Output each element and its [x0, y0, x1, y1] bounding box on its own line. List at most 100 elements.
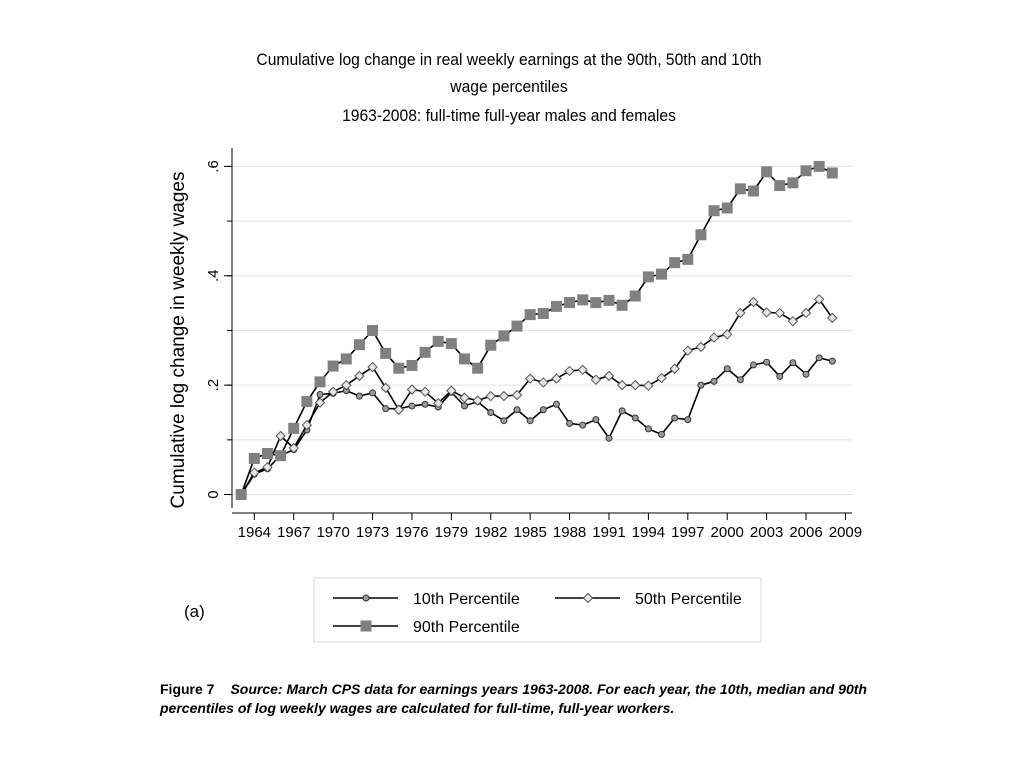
- data-point-square: [669, 257, 681, 269]
- data-point-circle: [566, 419, 574, 427]
- data-point-circle: [605, 434, 613, 442]
- data-point-square: [761, 166, 773, 178]
- x-tick-label: 1967: [277, 524, 310, 541]
- caption-source-text: Source: March CPS data for earnings year…: [160, 681, 867, 716]
- data-point-diamond: [656, 372, 667, 384]
- data-point-circle: [369, 389, 377, 397]
- data-point-square: [603, 294, 615, 306]
- data-point-circle: [736, 376, 744, 384]
- data-point-circle: [671, 414, 679, 422]
- data-point-diamond: [722, 329, 733, 340]
- series-line-square: [240, 165, 833, 495]
- data-point-diamond: [603, 370, 615, 382]
- data-point-square: [774, 180, 786, 192]
- data-point-diamond: [590, 374, 602, 385]
- data-point-square: [485, 339, 497, 351]
- data-point-diamond: [669, 363, 680, 374]
- legend-label: 90th Percentile: [413, 619, 520, 636]
- data-point-square: [445, 338, 457, 350]
- data-point-diamond: [419, 386, 431, 397]
- x-tick-label: 1988: [553, 524, 586, 541]
- data-point-square: [708, 205, 720, 217]
- x-tick-label: 1991: [592, 524, 625, 541]
- data-point-diamond: [616, 379, 628, 391]
- data-point-diamond: [301, 419, 313, 431]
- data-point-square: [498, 330, 510, 342]
- data-point-circle: [461, 402, 468, 410]
- data-point-circle: [487, 409, 495, 416]
- data-point-square: [826, 167, 838, 179]
- data-point-circle: [723, 365, 731, 373]
- legend-label: 50th Percentile: [635, 591, 742, 608]
- x-tick-label: 1985: [513, 524, 546, 541]
- legend-label: 10th Percentile: [413, 591, 520, 608]
- x-tick-label: 1964: [238, 524, 271, 541]
- data-point-diamond: [498, 390, 510, 402]
- x-tick-label: 2003: [750, 524, 783, 541]
- data-point-square: [642, 271, 654, 283]
- data-point-square: [813, 160, 825, 172]
- data-point-diamond: [341, 379, 352, 391]
- data-point-circle: [644, 425, 652, 433]
- x-tick-label: 1979: [435, 524, 468, 541]
- data-point-square: [629, 290, 641, 302]
- y-tick-label: .4: [205, 270, 222, 283]
- data-point-diamond: [262, 461, 273, 473]
- data-point-circle: [382, 405, 390, 413]
- data-point-circle: [776, 372, 784, 380]
- data-point-circle: [500, 417, 508, 425]
- data-point-diamond: [275, 430, 286, 442]
- figure-label: Figure 7: [160, 681, 215, 697]
- data-point-circle: [763, 358, 771, 366]
- data-point-square: [301, 396, 313, 408]
- data-point-square: [288, 422, 300, 434]
- data-point-circle: [408, 402, 416, 410]
- data-point-square: [511, 320, 523, 332]
- data-point-square: [459, 353, 470, 365]
- data-point-square: [524, 309, 536, 321]
- x-tick-label: 1997: [671, 524, 704, 541]
- legend-marker: [362, 594, 370, 602]
- data-point-square: [340, 353, 352, 365]
- x-tick-label: 1994: [632, 524, 665, 541]
- data-point-circle: [355, 392, 363, 400]
- data-point-diamond: [551, 373, 562, 384]
- data-point-square: [800, 165, 812, 177]
- chart-title: Cumulative log change in real weekly ear…: [256, 50, 762, 69]
- data-point-circle: [526, 417, 534, 425]
- data-point-diamond: [538, 377, 549, 388]
- data-point-diamond: [459, 392, 470, 403]
- data-point-square: [419, 346, 431, 358]
- data-point-diamond: [406, 384, 418, 395]
- data-point-diamond: [827, 312, 838, 324]
- data-point-circle: [618, 407, 626, 415]
- data-point-circle: [316, 390, 324, 398]
- data-point-diamond: [735, 307, 746, 319]
- data-point-square: [590, 297, 602, 309]
- data-point-square: [261, 448, 273, 460]
- data-point-diamond: [485, 390, 496, 402]
- data-point-circle: [592, 416, 600, 424]
- data-point-square: [550, 300, 562, 312]
- panel-label: (a): [184, 602, 205, 621]
- figure-caption: Figure 7 Source: March CPS data for earni…: [160, 680, 880, 718]
- data-point-square: [472, 362, 484, 374]
- data-point-diamond: [800, 307, 812, 319]
- data-point-circle: [710, 377, 718, 385]
- data-point-square: [537, 308, 549, 320]
- x-tick-label: 1970: [316, 524, 349, 541]
- chart-subtitle: 1963-2008: full-time full-year males and…: [342, 106, 676, 125]
- data-point-diamond: [748, 296, 759, 308]
- data-point-square: [577, 294, 589, 306]
- data-point-diamond: [630, 379, 641, 391]
- y-tick-label: 0: [205, 490, 222, 498]
- y-axis-label: Cumulative log change in weekly wages: [168, 172, 189, 509]
- data-point-diamond: [380, 382, 391, 394]
- x-tick-label: 2000: [711, 524, 744, 541]
- axes: 0 .2 .4 .6 1964 1967 1970 1973 1976 1979 1982 1985 1…: [205, 148, 862, 541]
- data-point-square: [616, 299, 628, 311]
- x-tick-label: 1982: [474, 524, 507, 541]
- legend: 10th Percentile 50th Percentile 90th Perce…: [313, 577, 762, 643]
- data-point-square: [695, 229, 707, 241]
